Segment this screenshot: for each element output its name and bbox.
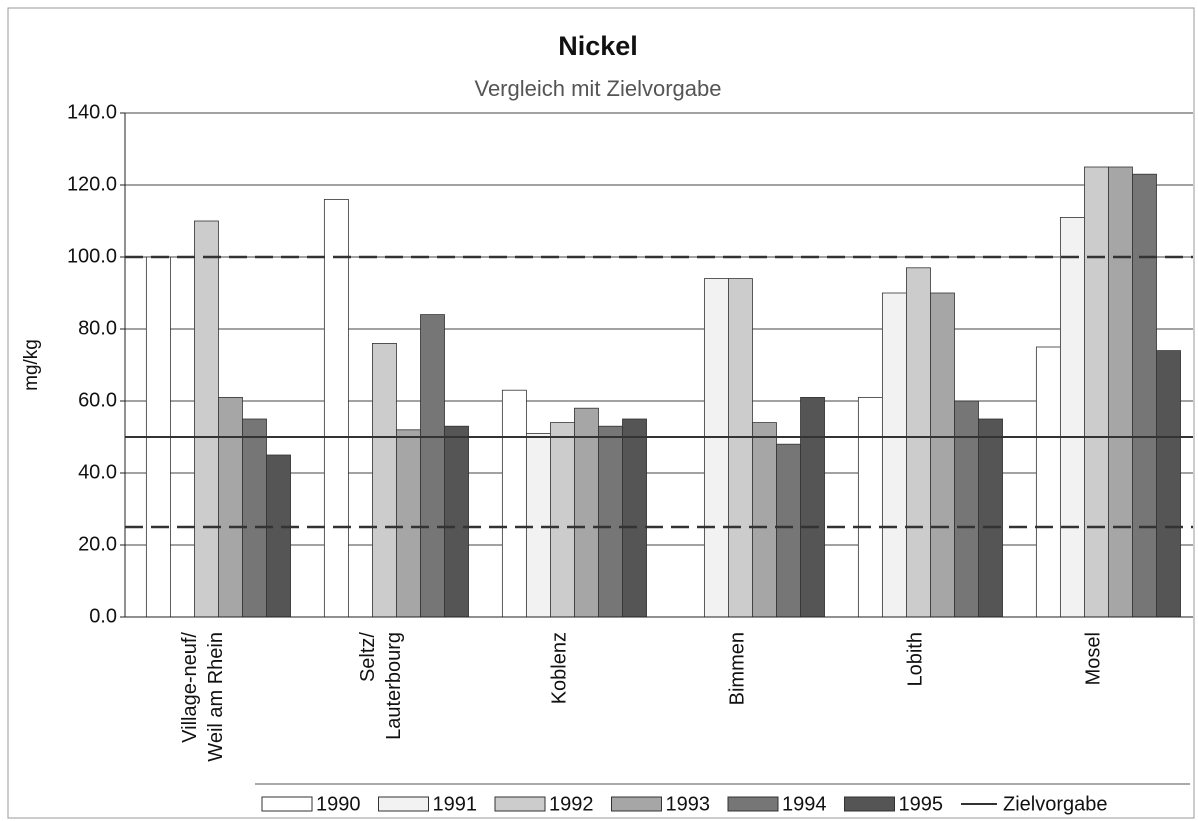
chart-subtitle: Vergleich mit Zielvorgabe bbox=[474, 76, 721, 101]
x-tick-label: Bimmen bbox=[726, 632, 748, 705]
legend-label: 1994 bbox=[782, 793, 827, 815]
y-tick-label: 20.0 bbox=[78, 533, 117, 555]
legend-swatch bbox=[611, 796, 662, 812]
legend-label: 1992 bbox=[549, 793, 594, 815]
bar bbox=[550, 422, 575, 618]
x-tick-label: Village-neuf/Weil am Rhein bbox=[179, 632, 227, 762]
legend-swatch bbox=[727, 796, 779, 812]
bar bbox=[444, 425, 469, 618]
bar bbox=[218, 396, 243, 618]
legend-label: 1993 bbox=[666, 793, 711, 815]
bar bbox=[954, 400, 979, 618]
bar bbox=[776, 443, 801, 618]
bar bbox=[266, 454, 291, 618]
frame bbox=[7, 7, 1195, 819]
bar bbox=[396, 429, 421, 618]
bar bbox=[857, 396, 883, 618]
bar bbox=[881, 292, 907, 618]
legend-swatch bbox=[261, 796, 313, 812]
x-tick-label: Seltz/Lauterbourg bbox=[357, 632, 405, 740]
legend-swatch bbox=[494, 796, 546, 812]
bar bbox=[574, 407, 599, 618]
bar bbox=[1084, 166, 1109, 618]
bar bbox=[420, 314, 445, 618]
x-tick-label: Lobith bbox=[904, 632, 926, 687]
bar bbox=[1108, 166, 1133, 618]
legend-swatch bbox=[378, 796, 429, 812]
y-axis-label: mg/kg bbox=[21, 339, 42, 391]
bar bbox=[598, 425, 623, 618]
bar bbox=[906, 267, 931, 618]
y-tick-label: 140.0 bbox=[67, 101, 117, 123]
bar bbox=[728, 278, 753, 618]
y-tick-label: 80.0 bbox=[78, 317, 117, 339]
x-tick-label: Mosel bbox=[1082, 632, 1104, 685]
bar bbox=[323, 198, 349, 618]
bar bbox=[622, 418, 647, 618]
legend-swatch bbox=[844, 796, 895, 812]
bar bbox=[1132, 173, 1157, 618]
bar bbox=[703, 278, 729, 618]
y-tick-label: 60.0 bbox=[78, 389, 117, 411]
x-tick-label: Koblenz bbox=[548, 632, 570, 704]
bar bbox=[501, 389, 527, 618]
bar bbox=[752, 422, 777, 618]
y-tick-label: 0.0 bbox=[89, 605, 117, 627]
chart-title: Nickel bbox=[558, 31, 638, 61]
bar bbox=[242, 418, 267, 618]
bar bbox=[1156, 350, 1181, 618]
y-tick-label: 100.0 bbox=[67, 245, 117, 267]
bar bbox=[1059, 216, 1085, 618]
bar bbox=[194, 220, 219, 618]
bar bbox=[800, 396, 825, 618]
bar bbox=[372, 342, 397, 618]
y-tick-label: 40.0 bbox=[78, 461, 117, 483]
y-tick-label: 120.0 bbox=[67, 173, 117, 195]
bar bbox=[978, 418, 1003, 618]
legend-label: 1991 bbox=[433, 793, 478, 815]
bar bbox=[1035, 346, 1061, 618]
legend-label: 1995 bbox=[899, 793, 944, 815]
legend-label: Zielvorgabe bbox=[1003, 793, 1108, 815]
bar bbox=[525, 432, 551, 618]
legend-label: 1990 bbox=[316, 793, 361, 815]
bar bbox=[930, 292, 955, 618]
